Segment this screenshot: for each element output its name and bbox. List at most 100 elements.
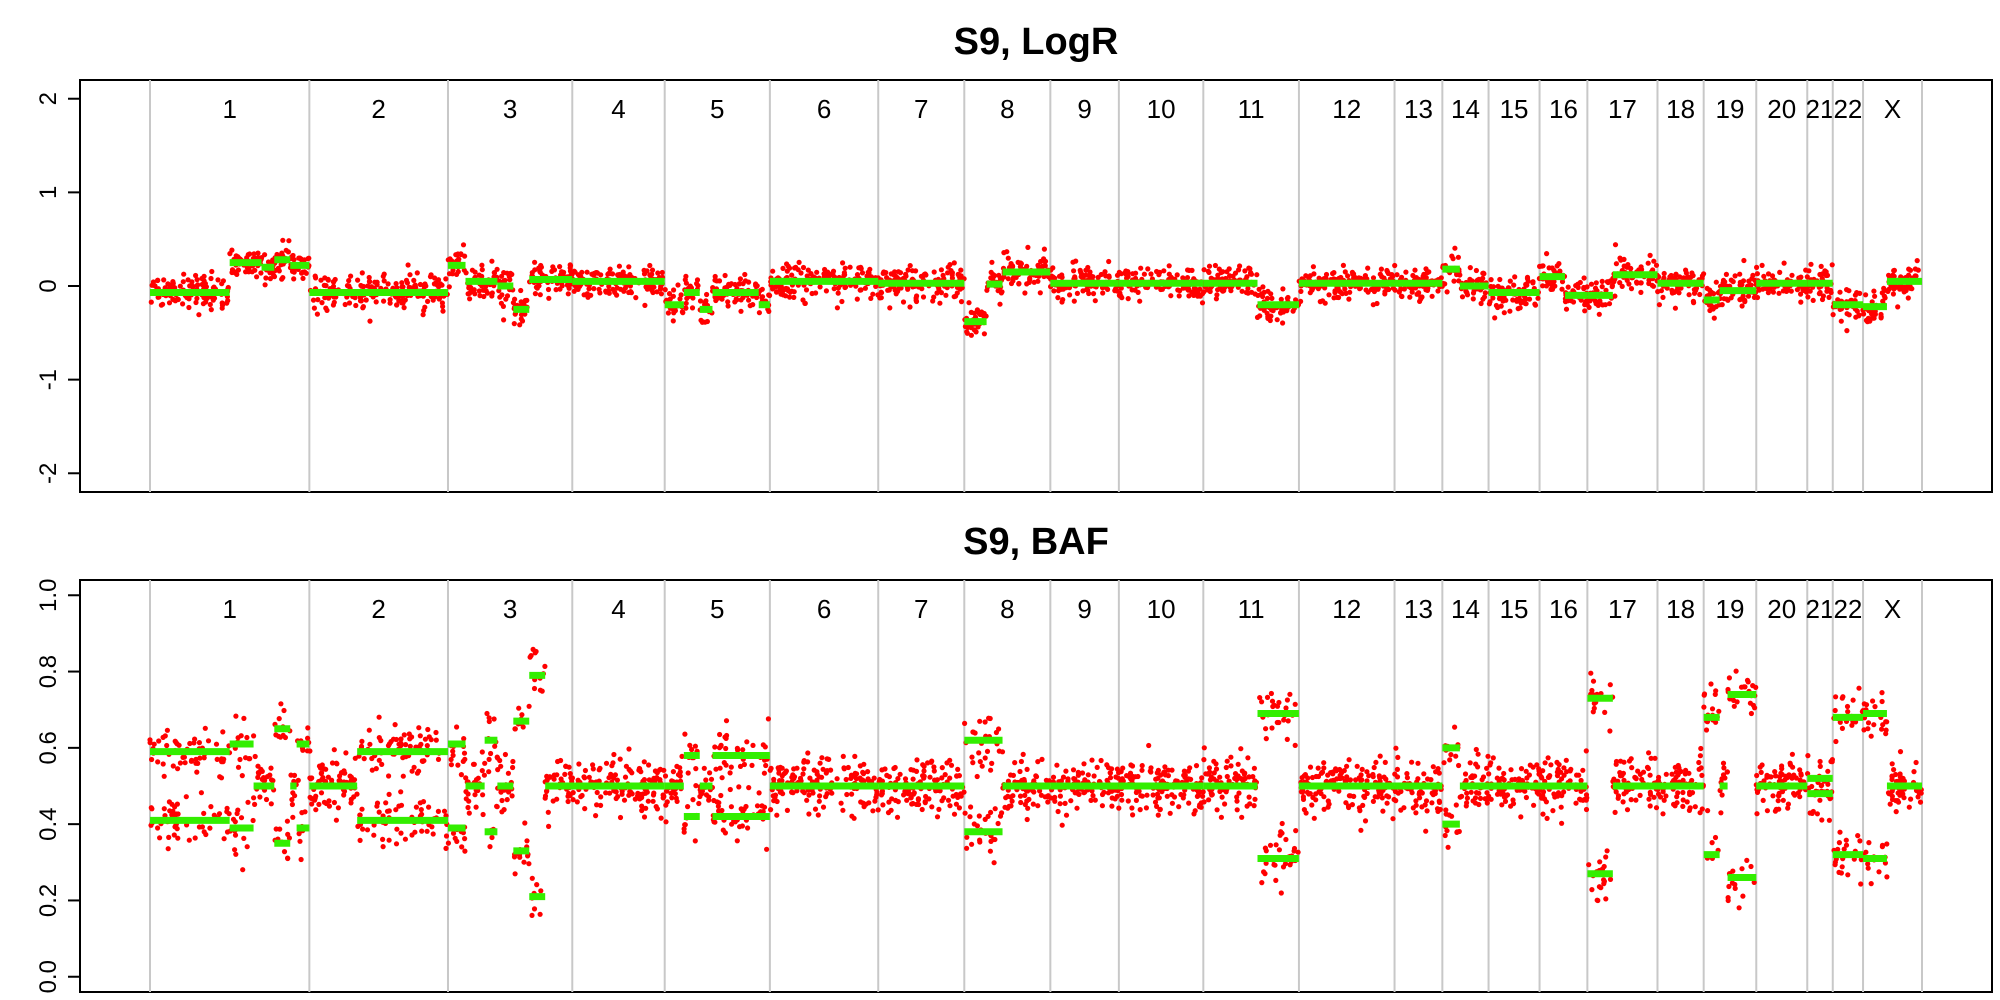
data-point (182, 760, 188, 766)
data-point (463, 796, 469, 802)
data-point (981, 331, 988, 337)
data-point (479, 262, 485, 268)
data-points (147, 646, 1924, 919)
data-point (1599, 284, 1605, 290)
data-point (962, 810, 968, 816)
data-point (997, 301, 1003, 307)
data-point (1129, 287, 1135, 293)
data-point (1333, 768, 1339, 774)
data-point (1523, 768, 1529, 774)
data-point (1617, 770, 1623, 776)
data-point (1559, 776, 1565, 782)
data-point (968, 309, 974, 315)
data-point (949, 275, 956, 281)
data-point (1414, 291, 1420, 297)
data-point (524, 838, 530, 844)
data-point (914, 757, 920, 763)
data-point (235, 807, 241, 813)
data-point (1601, 881, 1607, 887)
data-point (1544, 815, 1550, 822)
data-point (1515, 306, 1521, 312)
data-point (1661, 797, 1667, 803)
data-point (1088, 797, 1094, 804)
data-point (250, 817, 256, 824)
data-point (1699, 772, 1705, 779)
data-point (1158, 286, 1164, 293)
y-tick-label: 2 (35, 92, 62, 105)
data-point (920, 294, 927, 300)
data-point (1347, 777, 1353, 783)
data-point (398, 802, 405, 808)
data-point (693, 766, 699, 772)
data-point (689, 305, 696, 311)
data-point (1861, 311, 1867, 317)
data-point (1857, 290, 1863, 296)
data-point (244, 844, 250, 850)
data-point (988, 838, 994, 845)
data-point (1621, 256, 1627, 262)
data-point (486, 769, 492, 775)
data-point (487, 844, 493, 850)
data-point (690, 295, 696, 301)
data-point (711, 797, 717, 804)
data-point (551, 267, 558, 273)
data-point (589, 271, 595, 277)
data-point (1844, 287, 1850, 293)
data-point (1292, 742, 1298, 749)
data-point (1423, 828, 1429, 834)
data-point (1615, 795, 1621, 801)
data-point (489, 258, 495, 264)
data-point (1030, 801, 1036, 807)
data-point (1508, 767, 1514, 773)
data-point (201, 829, 207, 835)
data-point (1477, 795, 1484, 802)
data-point (1711, 304, 1717, 310)
data-point (1582, 308, 1588, 314)
data-point (807, 775, 813, 781)
data-point (1331, 295, 1337, 301)
data-point (884, 772, 890, 779)
data-point (771, 798, 777, 804)
data-point (626, 264, 632, 270)
data-point (1284, 736, 1290, 743)
data-point (235, 267, 241, 273)
data-point (708, 776, 715, 782)
data-point (804, 797, 810, 803)
data-point (1144, 792, 1150, 798)
data-point (922, 800, 928, 806)
data-point (1716, 708, 1722, 714)
data-point (821, 271, 827, 277)
chromosome-label: 21 (1806, 594, 1835, 624)
data-point (532, 259, 538, 265)
data-point (1226, 266, 1232, 272)
data-point (974, 773, 980, 780)
data-point (725, 303, 731, 309)
data-point (486, 715, 492, 721)
data-point (385, 281, 391, 287)
data-point (784, 807, 791, 814)
data-point (1321, 760, 1327, 766)
data-point (1588, 281, 1595, 287)
data-point (1810, 297, 1816, 303)
data-point (703, 777, 709, 783)
data-point (814, 771, 820, 777)
data-point (982, 755, 988, 761)
data-point (186, 296, 192, 302)
data-point (953, 293, 959, 299)
data-point (1739, 303, 1745, 309)
data-point (614, 292, 620, 298)
data-point (1838, 318, 1844, 324)
data-point (948, 762, 955, 768)
data-point (278, 701, 284, 707)
data-point (1269, 725, 1275, 731)
data-point (879, 788, 886, 794)
data-point (888, 807, 894, 813)
data-point (480, 792, 486, 798)
data-point (1215, 287, 1221, 293)
data-point (461, 750, 468, 756)
data-point (840, 260, 846, 266)
data-point (995, 820, 1001, 827)
data-point (1490, 295, 1496, 301)
data-point (160, 761, 166, 767)
data-point (1067, 292, 1073, 298)
